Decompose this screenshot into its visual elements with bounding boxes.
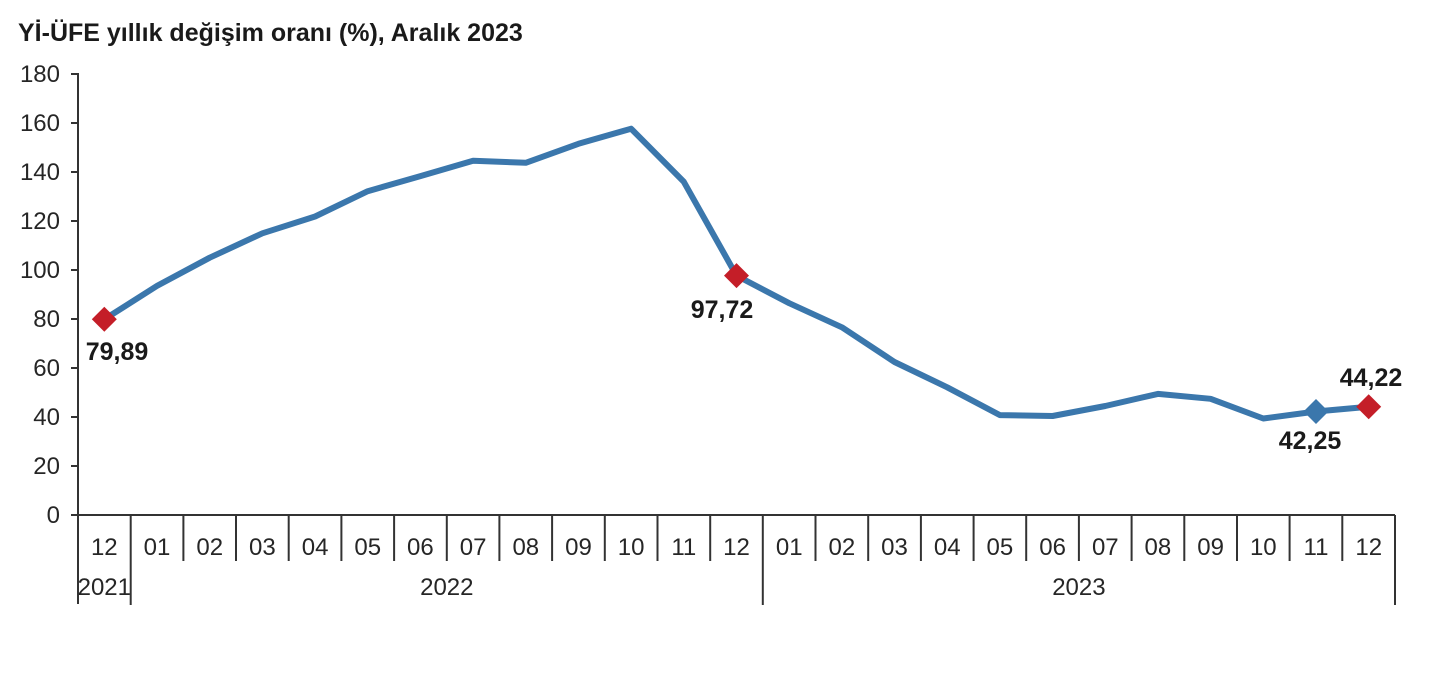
svg-text:100: 100 (20, 257, 60, 284)
svg-text:02: 02 (196, 534, 223, 561)
svg-text:04: 04 (934, 534, 961, 561)
svg-text:09: 09 (565, 534, 592, 561)
svg-text:60: 60 (33, 355, 60, 382)
svg-text:80: 80 (33, 306, 60, 333)
svg-text:07: 07 (1092, 534, 1119, 561)
svg-text:12: 12 (1355, 534, 1382, 561)
svg-text:97,72: 97,72 (691, 296, 754, 324)
svg-text:12: 12 (91, 534, 118, 561)
svg-text:2022: 2022 (420, 574, 473, 601)
svg-text:10: 10 (1250, 534, 1277, 561)
svg-text:08: 08 (512, 534, 539, 561)
svg-text:06: 06 (407, 534, 434, 561)
svg-text:120: 120 (20, 208, 60, 235)
svg-text:08: 08 (1145, 534, 1172, 561)
svg-text:06: 06 (1039, 534, 1066, 561)
svg-text:20: 20 (33, 453, 60, 480)
svg-text:04: 04 (302, 534, 329, 561)
svg-text:01: 01 (144, 534, 171, 561)
svg-text:180: 180 (20, 61, 60, 88)
svg-text:44,22: 44,22 (1340, 364, 1403, 392)
svg-text:140: 140 (20, 159, 60, 186)
svg-text:2021: 2021 (78, 574, 131, 601)
svg-text:42,25: 42,25 (1279, 427, 1342, 455)
svg-text:03: 03 (881, 534, 908, 561)
svg-text:0: 0 (47, 502, 60, 529)
svg-text:03: 03 (249, 534, 276, 561)
svg-text:09: 09 (1197, 534, 1224, 561)
svg-text:79,89: 79,89 (86, 338, 149, 366)
svg-text:05: 05 (987, 534, 1014, 561)
svg-text:05: 05 (354, 534, 381, 561)
svg-text:11: 11 (671, 534, 696, 561)
svg-text:12: 12 (723, 534, 750, 561)
svg-text:Yİ-ÜFE yıllık değişim oranı (%: Yİ-ÜFE yıllık değişim oranı (%), Aralık … (18, 18, 523, 47)
svg-text:2023: 2023 (1052, 574, 1105, 601)
svg-text:160: 160 (20, 110, 60, 137)
svg-text:11: 11 (1304, 534, 1329, 561)
svg-text:40: 40 (33, 404, 60, 431)
svg-text:07: 07 (460, 534, 487, 561)
svg-text:01: 01 (776, 534, 803, 561)
svg-text:02: 02 (829, 534, 856, 561)
svg-text:10: 10 (618, 534, 645, 561)
